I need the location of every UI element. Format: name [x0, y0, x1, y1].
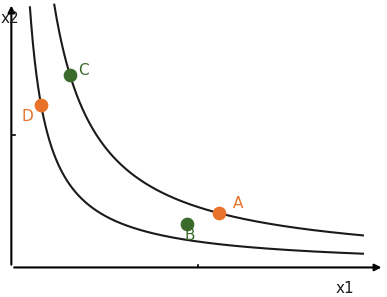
Text: D: D: [21, 109, 33, 124]
Point: [38, 102, 44, 107]
Text: B: B: [184, 228, 195, 243]
Text: A: A: [233, 196, 243, 211]
Point: [67, 72, 73, 77]
Point: [184, 221, 190, 226]
Text: x2: x2: [1, 11, 19, 26]
Text: x1: x1: [336, 281, 354, 296]
Point: [216, 211, 222, 215]
Text: C: C: [79, 63, 89, 78]
